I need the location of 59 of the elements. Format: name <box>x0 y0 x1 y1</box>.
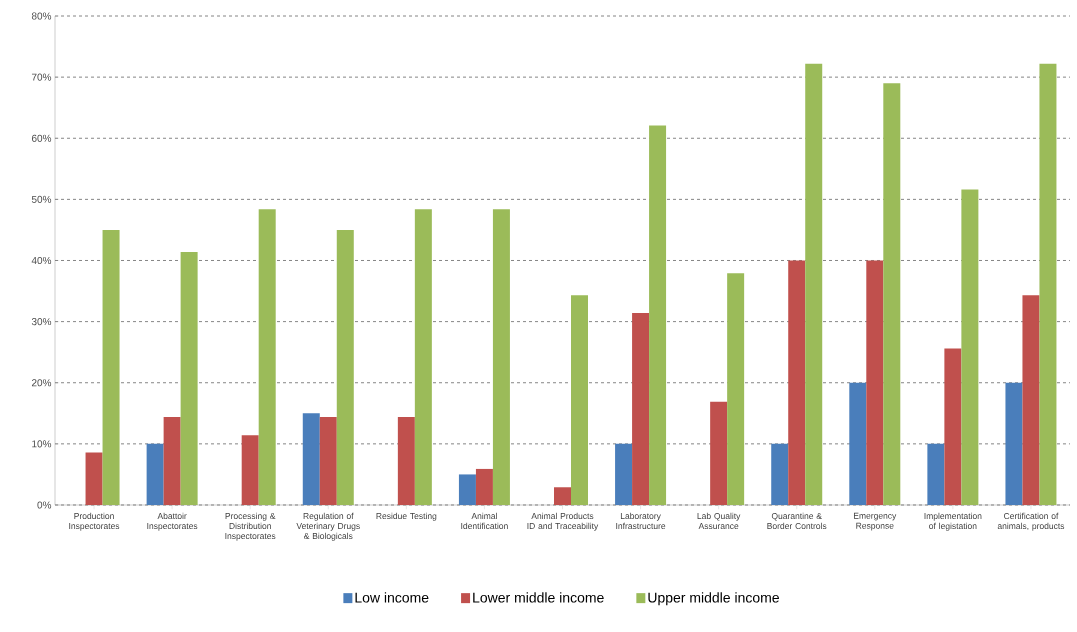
bar <box>180 251 198 505</box>
x-tick-label: Regulation of Veterinary Drugs & Biologicals <box>296 512 360 541</box>
x-tick-label: Residue Testing <box>376 512 437 521</box>
bar <box>492 209 510 505</box>
y-tick-label: 50% <box>31 195 52 203</box>
bar <box>336 229 354 505</box>
y-tick-label: 10% <box>32 440 52 448</box>
bar <box>788 260 806 505</box>
bar <box>927 443 945 505</box>
bar <box>414 209 432 505</box>
x-tick-label: Abattoir Inspectorates <box>147 512 198 531</box>
y-tick-label: 40% <box>31 256 52 265</box>
bar <box>632 313 650 505</box>
bar <box>944 348 962 505</box>
legend-label: Upper middle income <box>648 592 779 606</box>
bar <box>866 260 884 505</box>
bar <box>241 435 259 505</box>
bar <box>771 443 789 505</box>
bar <box>319 416 337 505</box>
bar <box>615 443 633 505</box>
bar <box>883 83 901 505</box>
bar <box>1005 382 1023 505</box>
bar <box>571 295 588 505</box>
y-tick-label: 70% <box>31 73 52 81</box>
bar <box>302 413 320 505</box>
bar <box>85 452 103 505</box>
bar <box>727 273 745 505</box>
bar <box>1022 295 1040 505</box>
bar <box>849 382 867 505</box>
y-tick-label: 0% <box>37 501 52 509</box>
bar <box>458 474 476 505</box>
x-tick-label: Implementation of legistation <box>924 512 982 531</box>
bar <box>146 443 164 505</box>
legend-label: Low income <box>355 592 429 603</box>
bar <box>961 189 979 505</box>
bar <box>649 125 667 505</box>
x-tick-label: Production Inspectorates <box>69 512 120 531</box>
x-tick-label: Lab Quality Assurance <box>697 512 741 530</box>
x-tick-label: Laboratory Infrastructure <box>616 512 666 530</box>
bar <box>475 468 493 505</box>
x-tick-label: Emergency Response <box>854 512 897 531</box>
y-tick-label: 30% <box>31 318 52 326</box>
bar <box>163 416 181 505</box>
y-tick-label: 60% <box>31 134 52 142</box>
x-tick-label: Animal Products ID and Traceability <box>527 512 599 531</box>
bar <box>805 63 823 505</box>
bar <box>397 416 415 505</box>
bar <box>710 401 728 505</box>
y-tick-label: 80% <box>31 12 52 20</box>
bar <box>102 229 120 505</box>
y-tick-label: 20% <box>31 379 52 387</box>
bar <box>554 487 571 505</box>
x-tick-label: Animal Identification <box>461 512 508 530</box>
x-tick-label: Processing & Distribution Inspectorates <box>225 512 276 541</box>
x-tick-label: Quarantine & Border Controls <box>767 512 827 530</box>
legend-label: Lower middle income <box>473 592 604 603</box>
bar <box>1039 63 1057 505</box>
bar <box>258 209 276 505</box>
x-tick-label: Certification of animals, products <box>997 512 1065 531</box>
